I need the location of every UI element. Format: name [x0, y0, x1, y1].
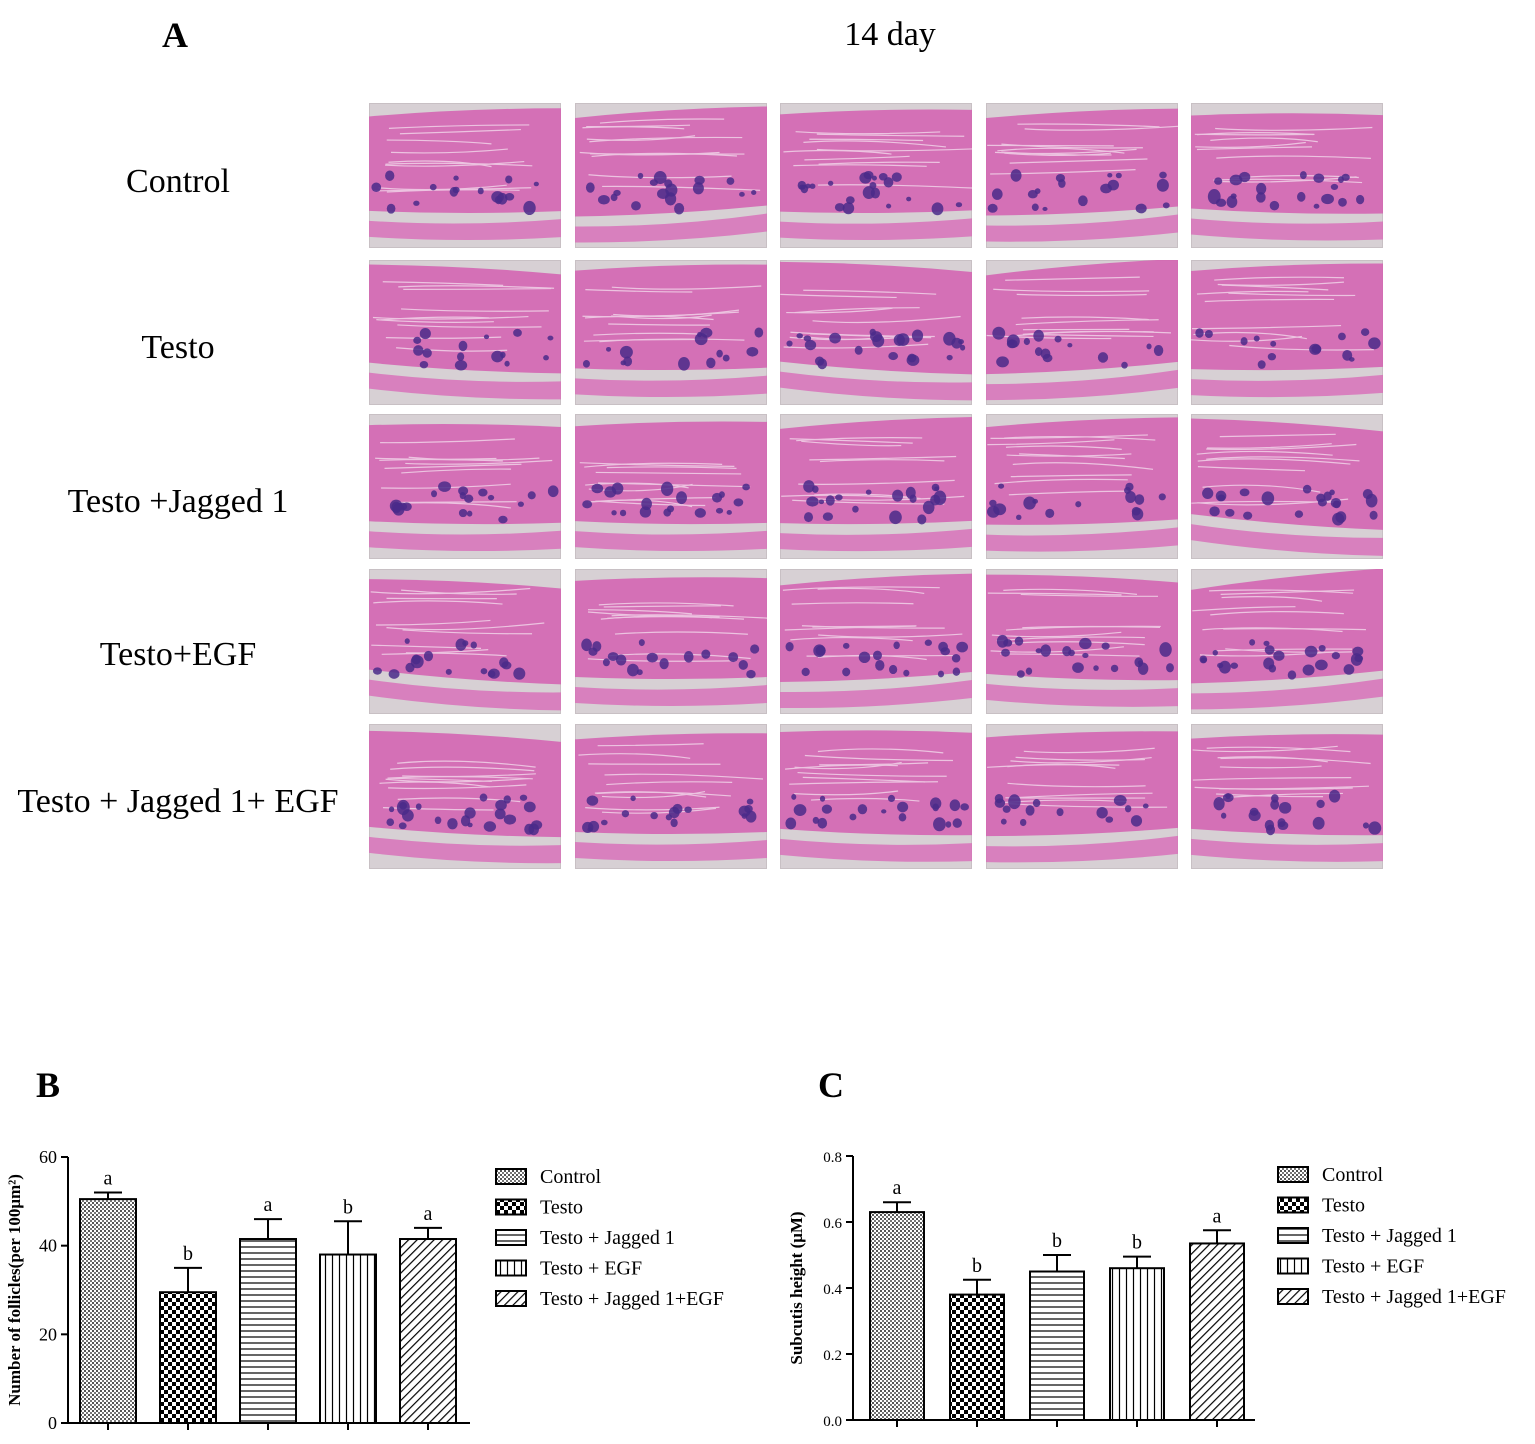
significance-label: a — [893, 1177, 902, 1199]
panel-c-letter: C — [818, 1065, 844, 1105]
micrograph-r2-c5 — [1191, 260, 1383, 405]
significance-label: b — [972, 1255, 982, 1277]
bar — [239, 1238, 297, 1425]
micrograph-r2-c4 — [986, 260, 1178, 405]
error-bar — [883, 1201, 911, 1213]
legend-entry: Control — [495, 1166, 602, 1188]
y-axis-label: Number of follicles(per 100μm²) — [5, 1174, 24, 1406]
micrograph-r4-c3 — [780, 569, 972, 714]
bar — [399, 1238, 457, 1425]
micrograph-r5-c1 — [369, 724, 561, 869]
error-bar — [254, 1218, 282, 1240]
micrograph-r5-c2 — [575, 724, 767, 869]
error-bar — [963, 1278, 991, 1295]
row-label-testo-egf: Testo+EGF — [99, 636, 257, 673]
y-tick-label: 20 — [39, 1324, 57, 1344]
error-bar — [334, 1220, 362, 1255]
micrograph-r3-c3 — [780, 414, 972, 559]
legend-label: Testo + Jagged 1 — [540, 1227, 675, 1249]
micrograph-r2-c2 — [575, 260, 767, 405]
significance-label: a — [1213, 1205, 1222, 1227]
micrograph-r3-c1 — [369, 414, 561, 559]
row-label-testo-jagged-egf: Testo + Jagged 1+ EGF — [17, 783, 339, 820]
panel-b-letter: B — [36, 1065, 61, 1105]
legend-entry: Testo + Jagged 1 — [1277, 1225, 1457, 1247]
significance-label: a — [104, 1167, 113, 1189]
significance-label: b — [183, 1243, 193, 1265]
legend-entry: Testo — [1277, 1195, 1365, 1217]
micrograph-r3-c4 — [986, 414, 1178, 559]
legend-entry: Control — [1277, 1164, 1384, 1186]
legend-entry: Testo + Jagged 1+EGF — [495, 1288, 724, 1310]
micrograph-r5-c3 — [780, 724, 972, 869]
legend-label: Testo + Jagged 1+EGF — [1322, 1286, 1506, 1308]
micrograph-r2-c1 — [369, 260, 561, 405]
row-label-testo-jagged: Testo +Jagged 1 — [67, 483, 289, 520]
significance-label: b — [1052, 1230, 1062, 1252]
legend-label: Control — [1322, 1164, 1384, 1186]
bar — [949, 1293, 1005, 1422]
chart-c: 0.0 0.2 0.4 0.6 0.8 Subcutis height (μM) a b b b a… — [787, 1150, 1506, 1430]
y-axis-label: Subcutis height (μM) — [787, 1211, 806, 1364]
micrograph-r4-c4 — [986, 569, 1178, 714]
legend-entry: Testo — [495, 1197, 583, 1219]
legend-label: Testo + EGF — [1322, 1256, 1424, 1278]
significance-label: a — [264, 1194, 273, 1216]
legend-entry: Testo + EGF — [495, 1258, 642, 1280]
error-bar — [414, 1226, 442, 1240]
micrograph-r1-c5 — [1191, 103, 1383, 248]
micrograph-r2-c3 — [780, 260, 972, 405]
significance-label: a — [424, 1203, 433, 1225]
legend-label: Testo + EGF — [540, 1258, 642, 1280]
bar — [79, 1198, 137, 1424]
legend-label: Testo — [540, 1197, 583, 1219]
micrograph-r4-c1 — [369, 569, 561, 714]
legend-entry: Testo + EGF — [1277, 1256, 1424, 1278]
micrograph-r1-c3 — [780, 103, 972, 248]
bar — [869, 1211, 925, 1421]
micrograph-r1-c2 — [575, 103, 767, 248]
legend-label: Testo — [1322, 1195, 1365, 1217]
bar — [1109, 1267, 1165, 1421]
micrograph-r1-c1 — [369, 103, 561, 248]
bar — [1029, 1270, 1085, 1421]
bar — [1189, 1242, 1245, 1421]
legend-label: Control — [540, 1166, 602, 1188]
y-tick-label: 60 — [39, 1147, 57, 1167]
y-tick-label: 0.6 — [823, 1216, 842, 1232]
micrograph-r5-c5 — [1191, 724, 1383, 869]
panel-a-title: 14 day — [844, 16, 936, 53]
row-label-control: Control — [126, 163, 230, 200]
y-axis: 0.0 0.2 0.4 0.6 0.8 — [823, 1150, 1255, 1430]
micrograph-r3-c2 — [575, 414, 767, 559]
micrograph-r5-c4 — [986, 724, 1178, 869]
chart-b: 0 20 40 60 Number of follicles(per 100μm²) a b… — [5, 1147, 724, 1433]
legend-entry: Testo + Jagged 1 — [495, 1227, 675, 1249]
micrograph-r4-c5 — [1191, 569, 1383, 714]
error-bar — [1043, 1254, 1071, 1272]
bar — [159, 1291, 217, 1424]
error-bar — [1123, 1255, 1151, 1269]
legend-label: Testo + Jagged 1+EGF — [540, 1288, 724, 1310]
legend-label: Testo + Jagged 1 — [1322, 1225, 1457, 1247]
error-bar — [1203, 1229, 1231, 1244]
y-tick-label: 0.0 — [823, 1414, 842, 1430]
micrograph-r4-c2 — [575, 569, 767, 714]
significance-label: b — [343, 1196, 353, 1218]
error-bar — [94, 1191, 122, 1200]
row-label-testo: Testo — [141, 329, 215, 366]
legend-entry: Testo + Jagged 1+EGF — [1277, 1286, 1506, 1308]
bar — [319, 1253, 377, 1424]
y-tick-label: 0.2 — [823, 1348, 842, 1364]
micrograph-r1-c4 — [986, 103, 1178, 248]
error-bar — [174, 1266, 202, 1293]
y-tick-label: 40 — [39, 1236, 57, 1256]
significance-label: b — [1132, 1232, 1142, 1254]
y-tick-label: 0.4 — [823, 1282, 842, 1298]
y-tick-label: 0.8 — [823, 1150, 842, 1166]
panel-a-letter: A — [162, 15, 188, 55]
y-tick-label: 0 — [48, 1413, 57, 1433]
micrograph-r3-c5 — [1191, 414, 1383, 559]
